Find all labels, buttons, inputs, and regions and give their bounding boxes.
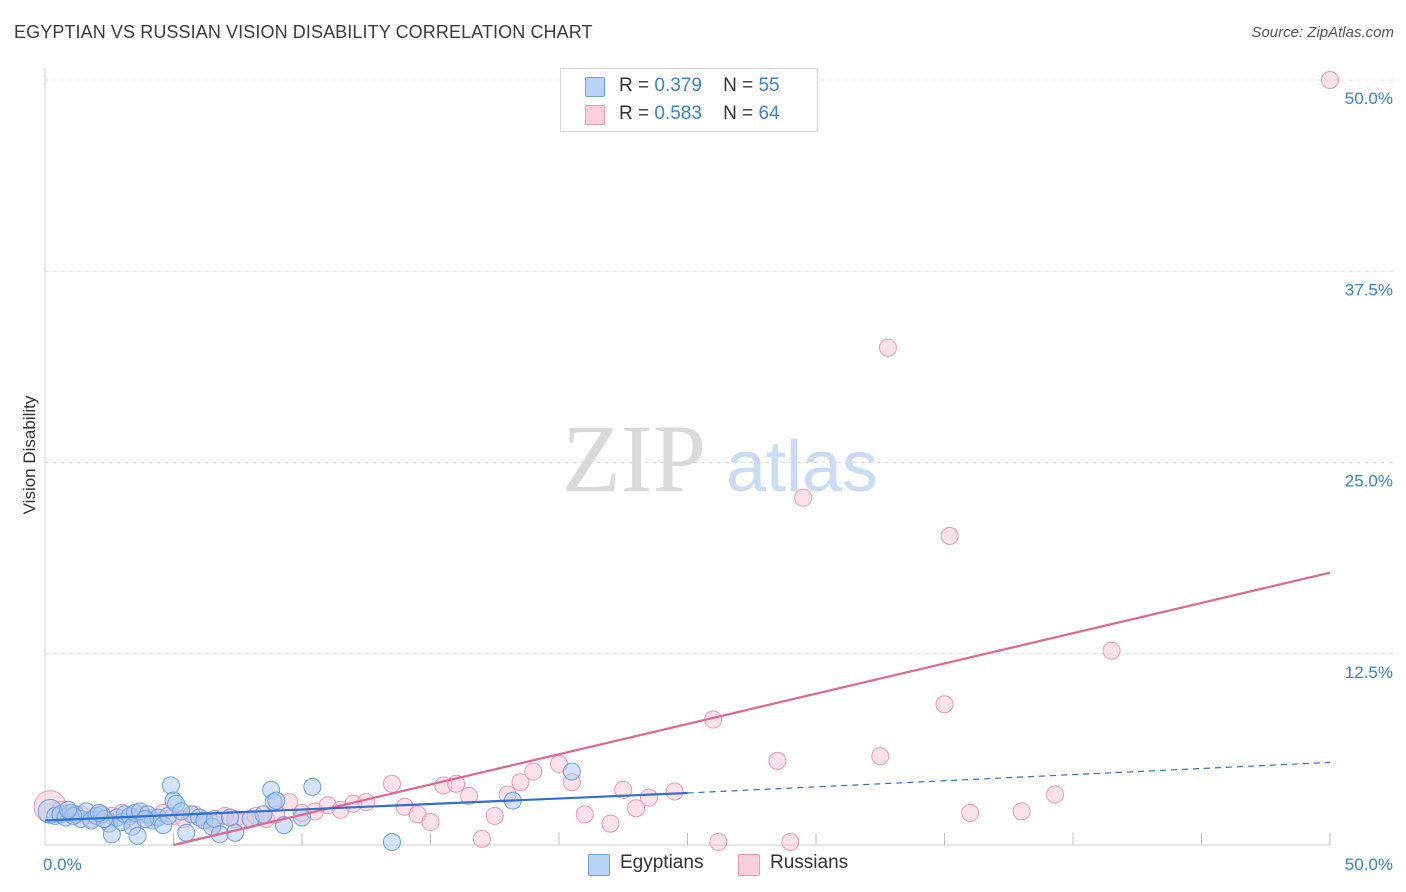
russians-n-value: 64 — [758, 103, 780, 124]
russians-point — [524, 762, 543, 781]
russians-point — [1012, 802, 1031, 821]
r-label: R = — [619, 103, 650, 124]
egyptians-point — [293, 808, 311, 827]
egyptians-point — [303, 777, 322, 796]
n-label: N = — [723, 103, 754, 124]
russians-point — [940, 526, 959, 545]
egyptians-trendline — [44, 791, 688, 822]
russians-point — [1321, 71, 1339, 89]
egyptians-r-value: 0.379 — [654, 75, 702, 96]
russians-point — [460, 787, 479, 806]
egyptians-point — [128, 826, 147, 845]
y-tick-label: 50.0% — [1345, 89, 1393, 108]
russians-legend-label: Russians — [770, 852, 849, 873]
russians-point — [768, 751, 787, 770]
russians-point — [614, 780, 633, 799]
trendlines — [44, 571, 1331, 847]
n-label: N = — [723, 75, 754, 96]
egyptians-point — [382, 832, 401, 851]
x-tick-label: 50.0% — [1345, 855, 1393, 874]
grid-lines — [45, 79, 1395, 655]
y-tick-label: 25.0% — [1345, 472, 1393, 491]
egyptians-point — [267, 791, 286, 810]
x-tick-label: 0.0% — [43, 855, 82, 874]
watermark-atlas: atlas — [726, 427, 878, 507]
egyptians-point — [136, 809, 155, 828]
watermark: ZIP atlas — [562, 405, 878, 512]
russians-point — [1046, 785, 1065, 804]
russians-swatch — [585, 105, 605, 125]
russians-point — [627, 799, 646, 818]
russians-point — [781, 832, 800, 851]
chart-title: EGYPTIAN VS RUSSIAN VISION DISABILITY CO… — [14, 22, 593, 42]
egyptians-n-value: 55 — [758, 75, 780, 96]
stats-legend: R = 0.379 N = 55 R = 0.583 N = 64 — [560, 68, 818, 132]
egyptians-swatch — [585, 77, 605, 97]
russians-point — [421, 813, 440, 832]
russians-point — [357, 793, 376, 812]
russians-point — [871, 747, 890, 766]
axes — [44, 68, 1331, 846]
egyptians-point — [161, 776, 180, 795]
egyptians-point — [172, 802, 191, 821]
egyptians-point — [562, 762, 581, 781]
russians-legend-swatch — [738, 854, 760, 876]
r-label: R = — [619, 75, 650, 96]
russians-point — [709, 832, 728, 851]
y-tick-label: 12.5% — [1345, 663, 1393, 682]
russians-point — [1102, 641, 1121, 660]
russians-point — [382, 774, 401, 793]
russians-point — [961, 803, 980, 822]
egyptians-legend-label: Egyptians — [620, 852, 704, 873]
russians-point — [794, 488, 813, 507]
y-tick-label: 37.5% — [1345, 280, 1393, 299]
egyptians-point — [102, 825, 121, 844]
russians-trendline — [173, 571, 1331, 847]
tick-labels: 12.5% 25.0% 37.5% 50.0% 0.0% 50.0% — [43, 89, 1393, 874]
russians-point — [935, 695, 954, 714]
russians-point — [485, 806, 504, 825]
egyptians-legend-swatch — [588, 854, 610, 876]
russians-point — [665, 782, 684, 801]
russians-point — [601, 814, 620, 833]
watermark-zip: ZIP — [562, 405, 706, 512]
russians-point — [639, 788, 658, 807]
russians-point — [575, 805, 594, 824]
russians-r-value: 0.583 — [654, 103, 702, 124]
egyptians-point — [177, 823, 196, 842]
egyptians-point — [59, 800, 78, 819]
source-credit: Source: ZipAtlas.com — [1251, 24, 1394, 41]
russians-point — [472, 829, 491, 848]
egyptians-trendline-extension — [687, 761, 1331, 794]
russians-point — [511, 773, 530, 792]
russians-point — [878, 338, 897, 357]
